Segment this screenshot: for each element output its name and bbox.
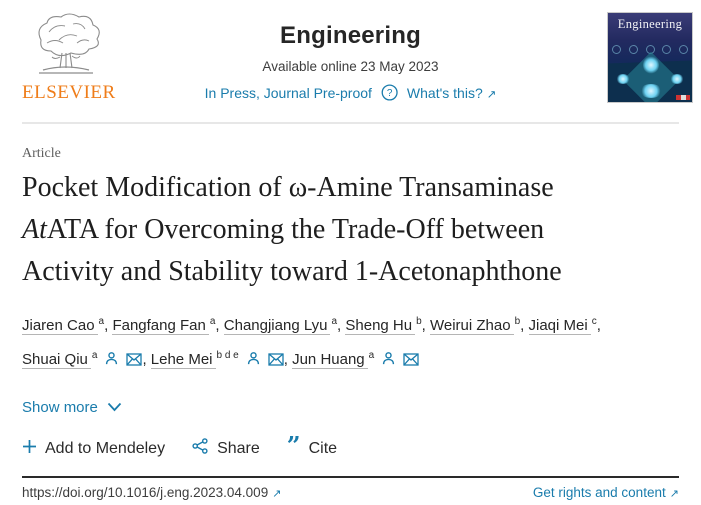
title-line2-rest: ATA for Overcoming the Trade-Off between (46, 214, 545, 245)
article-title: Pocket Modification of ω-Amine Transamin… (22, 167, 679, 293)
author-link[interactable]: Lehe Mei (150, 351, 216, 369)
envelope-icon[interactable] (126, 347, 143, 377)
author: Jiaqi Mei c (528, 316, 601, 335)
author-affiliation: b (514, 316, 521, 327)
get-rights-link[interactable]: Get rights and content (533, 485, 679, 500)
whats-this-link[interactable]: What's this? (407, 85, 496, 101)
article-toolbar: Add to Mendeley Share ” Cite (22, 431, 679, 460)
author: Jiaren Cao a (22, 316, 112, 335)
header-divider (22, 122, 679, 124)
add-to-mendeley-button[interactable]: Add to Mendeley (22, 439, 165, 459)
elsevier-logo[interactable]: ELSEVIER (22, 10, 116, 104)
author: Changjiang Lyu a (223, 316, 345, 335)
cover-journal-title: Engineering (617, 17, 683, 31)
cite-icon: ” (286, 431, 301, 460)
journal-header: Engineering Available online 23 May 2023… (205, 22, 497, 101)
author: Sheng Hu b (345, 316, 430, 335)
chevron-down-icon (107, 399, 122, 416)
person-icon[interactable] (381, 347, 396, 377)
author-affiliation: a (98, 316, 105, 327)
article-footer: https://doi.org/10.1016/j.eng.2023.04.00… (22, 476, 679, 505)
title-line1: Pocket Modification of ω-Amine Transamin… (22, 172, 554, 203)
doi-link[interactable]: https://doi.org/10.1016/j.eng.2023.04.00… (22, 485, 281, 500)
envelope-icon[interactable] (403, 347, 419, 377)
author-affiliation: a (368, 350, 375, 361)
question-icon[interactable]: ? (381, 84, 398, 101)
author-affiliation: c (591, 316, 597, 327)
journal-cover-thumbnail[interactable]: Engineering (607, 12, 693, 103)
share-button[interactable]: Share (192, 438, 260, 459)
author: Shuai Qiu a (22, 350, 151, 369)
journal-title-link[interactable]: Engineering (280, 22, 421, 49)
cover-art-glow (640, 84, 662, 98)
add-to-mendeley-label: Add to Mendeley (45, 439, 166, 457)
show-more-button[interactable]: Show more (22, 399, 122, 416)
share-label: Share (217, 439, 260, 457)
elsevier-tree-icon (25, 13, 105, 80)
author-link[interactable]: Jiaren Cao (22, 317, 98, 335)
person-icon[interactable] (246, 347, 261, 377)
author: Weirui Zhao b (430, 316, 529, 335)
author-affiliation: a (331, 316, 338, 327)
author-affiliation: b d e (216, 350, 239, 361)
title-line2-italic: At (22, 214, 47, 245)
author-link[interactable]: Weirui Zhao (430, 317, 514, 335)
author-list: Jiaren CaoaFangfang FanaChangjiang LyuaS… (22, 307, 679, 377)
envelope-icon[interactable] (268, 347, 284, 377)
available-online-date: Available online 23 May 2023 (262, 59, 439, 74)
cover-art-glow (670, 74, 684, 84)
plus-icon (22, 439, 37, 459)
cover-art-robot (643, 56, 659, 74)
cover-publisher-mark (676, 95, 690, 100)
in-press-link[interactable]: In Press, Journal Pre-proof (204, 84, 372, 101)
cover-art-glow (616, 74, 630, 84)
author: Lehe Mei b d e (150, 350, 292, 369)
author-link[interactable]: Shuai Qiu (22, 351, 91, 369)
article-main: Article Pocket Modification of ω-Amine T… (0, 146, 701, 459)
svg-text:?: ? (387, 88, 393, 99)
cite-label: Cite (308, 439, 338, 457)
author-link[interactable]: Changjiang Lyu (223, 317, 331, 335)
author-link[interactable]: Jiaqi Mei (528, 317, 591, 335)
cover-art-rings (612, 45, 688, 54)
person-icon[interactable] (104, 347, 119, 377)
article-header: ELSEVIER Engineering Available online 23… (0, 0, 701, 122)
title-line3: Activity and Stability toward 1-Acetonap… (22, 256, 562, 287)
article-type-label: Article (22, 146, 61, 161)
author-link[interactable]: Sheng Hu (345, 317, 416, 335)
author-affiliation: a (91, 350, 98, 361)
author-link[interactable]: Fangfang Fan (112, 317, 209, 335)
cite-button[interactable]: ” Cite (286, 431, 338, 460)
author-affiliation: b (416, 316, 422, 327)
author: Fangfang Fan a (112, 316, 224, 335)
author: Jun Huang a (292, 350, 419, 369)
elsevier-wordmark: ELSEVIER (22, 82, 116, 103)
author-link[interactable]: Jun Huang (292, 351, 368, 369)
show-more-label: Show more (22, 399, 98, 416)
author-affiliation: a (209, 316, 216, 327)
share-icon (192, 438, 209, 459)
